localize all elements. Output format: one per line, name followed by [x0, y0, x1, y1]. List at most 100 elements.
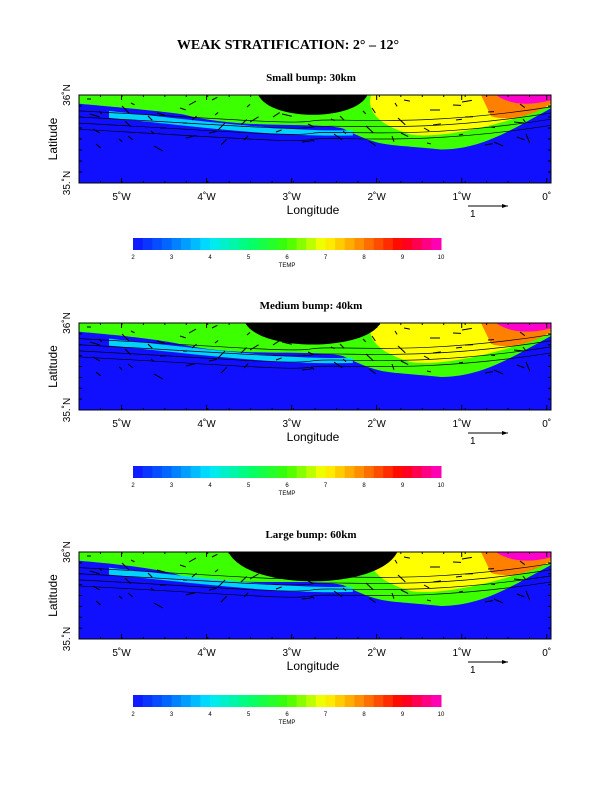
- colorbar-segment: [325, 238, 336, 250]
- isotherm-contour: [79, 124, 551, 141]
- page-title: WEAK STRATIFICATION: 2° – 12°: [177, 38, 399, 53]
- colorbar-segment: [412, 238, 423, 250]
- velocity-vector: [153, 145, 163, 152]
- colorbar-segment: [161, 238, 172, 250]
- velocity-vector: [281, 570, 292, 574]
- velocity-vector: [458, 590, 464, 593]
- velocity-vector: [336, 100, 344, 107]
- velocity-vector: [185, 591, 196, 596]
- velocity-vector: [339, 115, 345, 121]
- velocity-vector: [191, 115, 197, 121]
- velocity-vector: [304, 108, 313, 111]
- velocity-vector: [156, 569, 165, 573]
- colorbar-segment: [392, 695, 403, 707]
- velocity-vector: [397, 345, 406, 354]
- velocity-vector: [423, 355, 430, 360]
- velocity-vector: [400, 132, 409, 137]
- velocity-vector: [249, 344, 259, 351]
- velocity-vector: [362, 338, 367, 343]
- topography-bump: [228, 552, 398, 582]
- colorbar-segment: [229, 466, 240, 478]
- velocity-vector: [92, 128, 101, 134]
- velocity-vector: [362, 567, 367, 572]
- isotherm-contour: [79, 575, 551, 592]
- hottest-core: [496, 323, 551, 332]
- colorbar-label: TEMP: [279, 263, 296, 269]
- colorbar-segment: [248, 238, 259, 250]
- velocity-vector: [516, 593, 525, 598]
- colorbar-segment: [171, 238, 182, 250]
- velocity-vector: [217, 579, 226, 588]
- velocity-vector: [249, 573, 259, 580]
- velocity-vector: [130, 102, 135, 106]
- colorbar-segment: [412, 466, 423, 478]
- velocity-vector: [397, 574, 406, 583]
- colorbar-segment: [412, 695, 423, 707]
- colorbar-segment: [258, 466, 269, 478]
- colorbar-segment: [392, 238, 403, 250]
- isotherm-contour: [79, 106, 551, 123]
- colorbar-segment: [402, 466, 413, 478]
- x-tick-label: 1˚W: [453, 647, 472, 659]
- colorbar-tick-label: 7: [324, 712, 328, 718]
- panel-title: Small bump: 30km: [266, 72, 356, 84]
- velocity-vector: [484, 143, 493, 146]
- x-axis-label: Longitude: [287, 203, 340, 217]
- velocity-vector: [269, 552, 278, 560]
- velocity-vector: [365, 582, 374, 591]
- x-tick-label: 5˚W: [112, 418, 131, 430]
- velocity-vector: [423, 127, 430, 132]
- velocity-vector: [336, 557, 344, 564]
- colorbar-segment: [325, 466, 336, 478]
- colorbar-segment: [210, 695, 221, 707]
- velocity-vector: [208, 358, 217, 362]
- velocity-vector: [455, 118, 463, 121]
- y-axis-label: Latitude: [46, 117, 60, 160]
- colorbar-segment: [364, 238, 375, 250]
- colorbar-segment: [152, 466, 163, 478]
- velocity-vector: [246, 331, 251, 336]
- y-tick-label: 36˚N: [61, 541, 73, 563]
- x-tick-label: 3˚W: [282, 647, 301, 659]
- velocity-vector: [89, 113, 100, 118]
- isotherm-contour: [79, 581, 551, 598]
- velocity-vector: [179, 107, 186, 111]
- thermocline-band: [109, 338, 353, 364]
- x-tick-label: 0˚: [542, 418, 551, 430]
- colorbar-segment: [210, 466, 221, 478]
- velocity-vector: [220, 366, 227, 374]
- x-tick-label: 2˚W: [367, 647, 386, 659]
- colorbar-segment: [229, 695, 240, 707]
- velocity-vector: [333, 590, 343, 598]
- colorbar-segment: [354, 238, 365, 250]
- velocity-vector: [516, 364, 525, 369]
- velocity-vector: [426, 370, 432, 373]
- hottest-core: [496, 552, 551, 561]
- colorbar-segment: [344, 238, 355, 250]
- topography-bump: [245, 323, 381, 345]
- velocity-vector: [130, 559, 135, 563]
- colorbar-segment: [210, 238, 221, 250]
- colorbar-tick-label: 4: [208, 712, 212, 718]
- panel-2: Medium bump: 40km 5˚W 4˚W 3˚W 2˚W 1˚W 0˚ 35.˚N 3…: [46, 300, 552, 497]
- colorbar-segment: [431, 238, 442, 250]
- x-tick-label: 3˚W: [282, 191, 301, 203]
- colorbar-segment: [354, 695, 365, 707]
- y-tick-label: 35.˚N: [61, 627, 73, 651]
- velocity-vector: [217, 350, 226, 359]
- colorbar-segment: [238, 238, 249, 250]
- velocity-vector: [211, 96, 218, 101]
- x-tick-label: 0˚: [542, 191, 551, 203]
- velocity-vector: [95, 143, 101, 149]
- velocity-vector: [307, 351, 314, 356]
- velocity-vector: [339, 343, 345, 349]
- colorbar-segment: [171, 695, 182, 707]
- colorbar-tick-label: 7: [324, 255, 328, 261]
- hottest-core: [496, 95, 551, 104]
- velocity-vector: [519, 560, 526, 566]
- colorbar-segment: [258, 238, 269, 250]
- velocity-vector: [522, 575, 526, 580]
- velocity-vector: [214, 569, 219, 573]
- velocity-vector: [272, 569, 280, 575]
